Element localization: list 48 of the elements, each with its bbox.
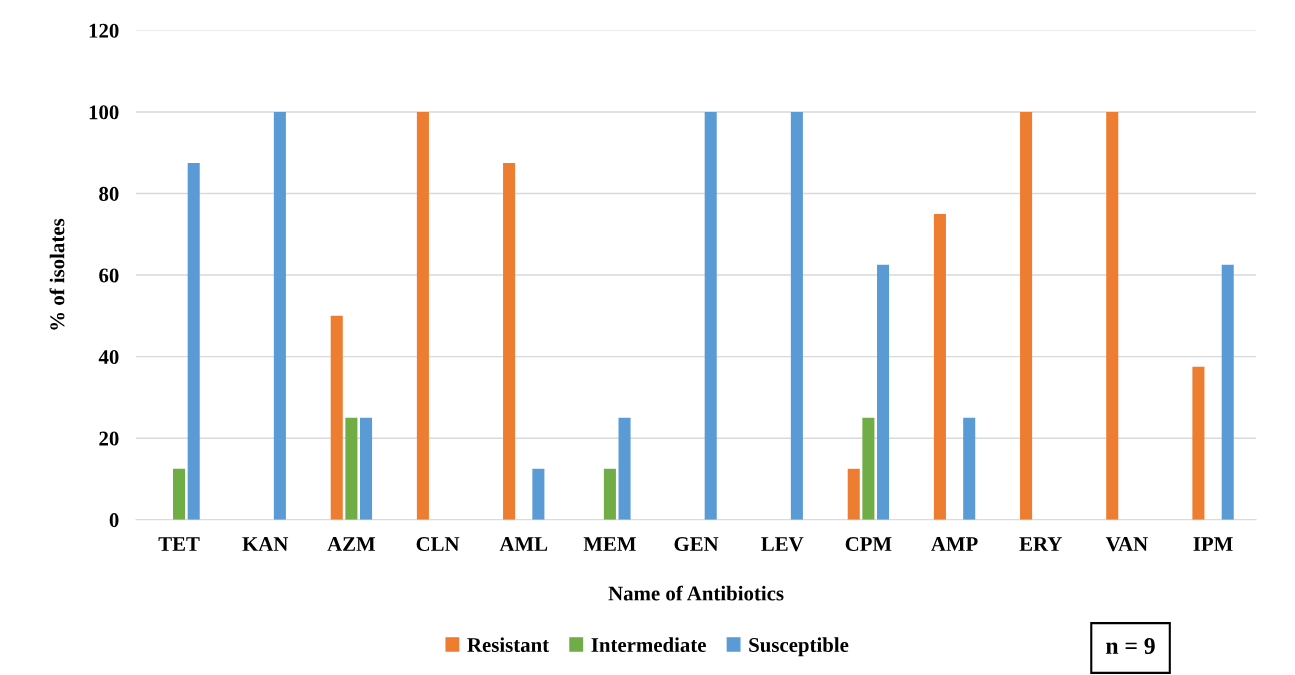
- x-tick-label: TET: [158, 537, 200, 551]
- y-tick-label: 40: [98, 350, 119, 365]
- bar: [416, 111, 429, 520]
- x-tick-label: KAN: [242, 537, 289, 551]
- bar: [603, 468, 616, 520]
- x-tick-label: IPM: [1193, 537, 1233, 551]
- x-tick-label: AML: [499, 537, 548, 551]
- x-tick-label: MEM: [583, 537, 636, 551]
- bar: [1192, 366, 1205, 520]
- y-tick-label: 0: [109, 513, 119, 528]
- y-tick-label: 20: [99, 431, 119, 446]
- bar: [618, 417, 631, 520]
- x-axis-title: Name of Antibiotics: [608, 585, 784, 601]
- y-tick-label: 80: [99, 186, 119, 201]
- x-tick-label: CLN: [416, 537, 460, 552]
- x-tick-label: AZM: [327, 537, 376, 551]
- x-tick-label: LEV: [761, 537, 804, 552]
- bar: [532, 468, 545, 520]
- text: n = 9: [1106, 638, 1155, 654]
- legend-label: Resistant: [467, 637, 550, 653]
- bar: [360, 417, 373, 520]
- bar: [503, 162, 516, 520]
- x-tick-label: AMP: [931, 537, 978, 551]
- bar: [173, 468, 186, 520]
- bar: [847, 468, 860, 520]
- bar: [963, 417, 976, 520]
- bar: [704, 111, 717, 520]
- bar: [790, 111, 803, 520]
- y-tick-label: 120: [89, 23, 119, 38]
- bar: [1221, 264, 1234, 520]
- bar: [933, 213, 946, 520]
- y-tick-label: 100: [89, 105, 119, 120]
- bar: [330, 315, 343, 520]
- x-tick-label: VAN: [1105, 537, 1148, 552]
- legend-label: Intermediate: [591, 637, 706, 653]
- bar: [345, 417, 358, 520]
- y-axis-title: % of isolates: [49, 218, 65, 330]
- bar: [187, 162, 200, 520]
- bar: [1020, 111, 1033, 520]
- x-tick-label: CPM: [845, 537, 892, 552]
- legend-label: Susceptible: [749, 637, 849, 657]
- bar: [877, 264, 890, 520]
- bar: [1106, 111, 1119, 520]
- x-tick-label: ERY: [1019, 537, 1062, 551]
- y-tick-label: 60: [99, 268, 119, 283]
- x-tick-label: GEN: [674, 537, 719, 552]
- bar: [273, 111, 286, 520]
- bar: [862, 417, 875, 520]
